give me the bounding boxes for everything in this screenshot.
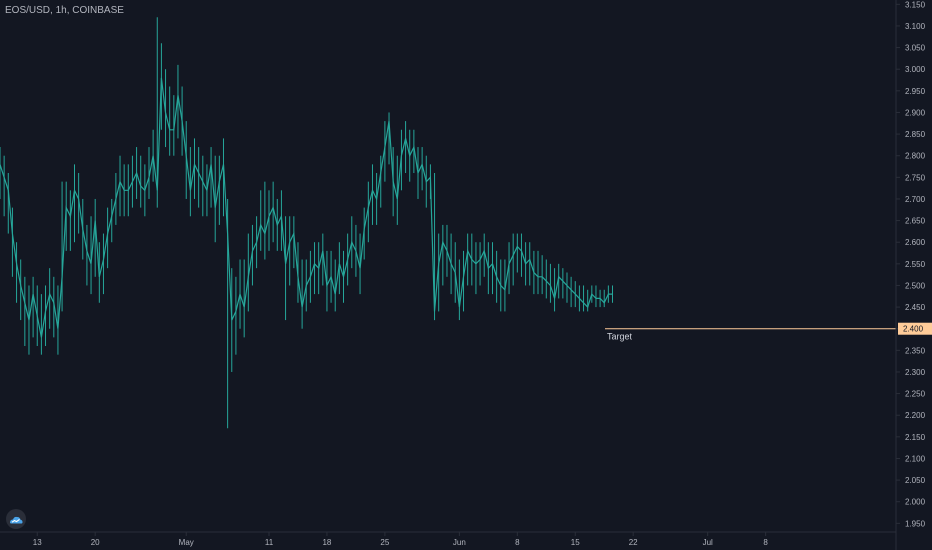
y-tick-label: 2.350 — [905, 346, 926, 355]
y-tick-label: 2.600 — [905, 238, 926, 247]
x-tick-label: 25 — [380, 538, 389, 547]
y-tick-label: 2.950 — [905, 87, 926, 96]
y-tick-label: 2.750 — [905, 173, 926, 182]
x-tick-label: 15 — [571, 538, 580, 547]
x-tick-label: 11 — [265, 538, 274, 547]
y-tick-label: 2.650 — [905, 217, 926, 226]
y-tick-label: 2.800 — [905, 152, 926, 161]
y-tick-label: 2.300 — [905, 368, 926, 377]
target-price-badge — [898, 322, 932, 335]
close-line — [0, 77, 613, 338]
y-tick-label: 2.200 — [905, 411, 926, 420]
time-axis[interactable]: 13 20 May 11 18 25 Jun 8 15 22 Jul 8 — [33, 532, 769, 547]
target-line[interactable]: Target — [605, 328, 896, 342]
tradingview-logo-icon[interactable] — [6, 509, 26, 529]
x-tick-label: 8 — [763, 538, 768, 547]
y-tick-label: 2.100 — [905, 454, 926, 463]
y-tick-label: 2.050 — [905, 476, 926, 485]
x-tick-label: May — [179, 538, 194, 547]
price-axis[interactable]: 3.150 3.100 3.050 3.000 2.950 2.900 2.850 2.800… — [896, 0, 932, 528]
y-tick-label: 3.000 — [905, 65, 926, 74]
y-tick-label: 2.500 — [905, 281, 926, 290]
y-tick-label: 2.000 — [905, 498, 926, 507]
y-tick-label: 1.950 — [905, 519, 926, 528]
x-tick-label: Jul — [703, 538, 713, 547]
x-tick-label: 18 — [322, 538, 331, 547]
target-price-label: 2.400 — [903, 325, 924, 334]
y-tick-label: 2.850 — [905, 130, 926, 139]
y-tick-label: 3.150 — [905, 0, 926, 9]
y-tick-label: 2.150 — [905, 433, 926, 442]
x-tick-label: Jun — [453, 538, 466, 547]
x-tick-label: 8 — [515, 538, 520, 547]
y-tick-label: 2.550 — [905, 260, 926, 269]
price-series — [0, 17, 614, 429]
y-tick-label: 2.700 — [905, 195, 926, 204]
y-tick-label: 3.100 — [905, 22, 926, 31]
y-tick-label: 3.050 — [905, 44, 926, 53]
symbol-title[interactable]: EOS/USD, 1h, COINBASE — [5, 5, 124, 16]
y-tick-label: 2.250 — [905, 390, 926, 399]
y-tick-label: 2.450 — [905, 303, 926, 312]
x-tick-label: 20 — [91, 538, 100, 547]
x-tick-label: 22 — [629, 538, 638, 547]
target-label: Target — [607, 332, 633, 342]
x-tick-label: 13 — [33, 538, 42, 547]
y-tick-label: 2.900 — [905, 108, 926, 117]
